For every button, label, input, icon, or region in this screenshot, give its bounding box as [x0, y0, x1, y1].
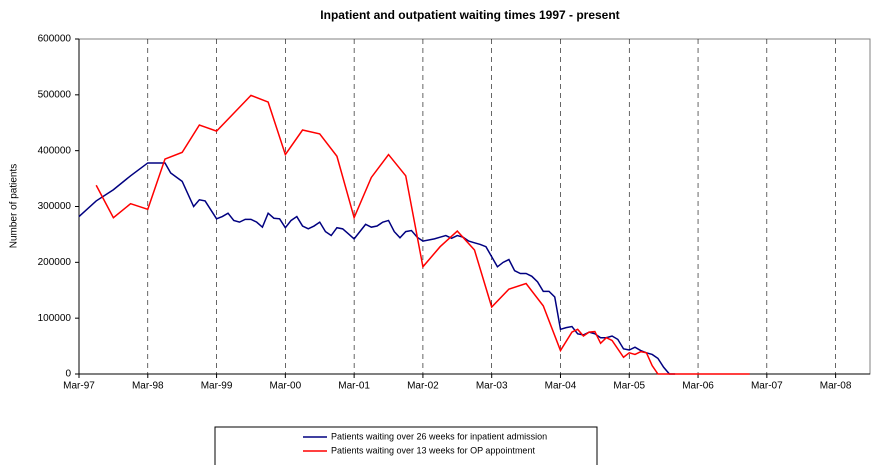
x-tick-label: Mar-05: [613, 381, 645, 392]
y-tick-label: 400000: [38, 145, 72, 156]
y-tick-label: 0: [65, 369, 71, 380]
y-axis-title: Number of patients: [9, 164, 20, 249]
x-tick-label: Mar-97: [63, 381, 95, 392]
chart-title: Inpatient and outpatient waiting times 1…: [320, 8, 619, 22]
legend-box: [214, 426, 598, 465]
series-line: [95, 94, 750, 375]
y-tick-label: 300000: [38, 201, 72, 212]
series-line: [78, 162, 676, 375]
x-tick-label: Mar-03: [476, 381, 508, 392]
y-tick-label: 600000: [38, 34, 72, 45]
x-tick-label: Mar-04: [545, 381, 577, 392]
y-tick-label: 200000: [38, 257, 72, 268]
y-tick-label: 500000: [38, 89, 72, 100]
x-tick-label: Mar-99: [201, 381, 233, 392]
x-tick-label: Mar-07: [751, 381, 783, 392]
legend-text: Patients waiting over 13 weeks for OP ap…: [331, 445, 535, 455]
legend-text: Patients waiting over 26 weeks for inpat…: [331, 431, 547, 441]
x-tick-label: Mar-00: [270, 381, 302, 392]
y-tick-label: 100000: [38, 313, 72, 324]
x-tick-label: Mar-01: [338, 381, 370, 392]
x-tick-label: Mar-08: [820, 381, 852, 392]
x-tick-label: Mar-02: [407, 381, 439, 392]
plot-frame: [78, 38, 871, 375]
x-tick-label: Mar-06: [682, 381, 714, 392]
x-tick-label: Mar-98: [132, 381, 164, 392]
